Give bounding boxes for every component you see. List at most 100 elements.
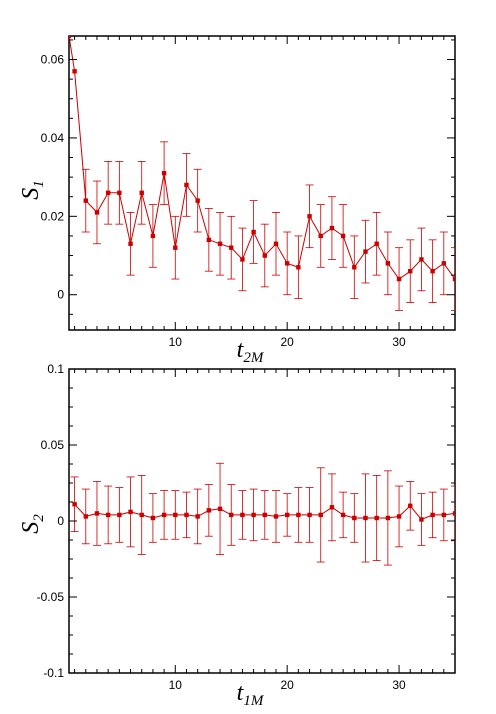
data-point: [128, 241, 133, 246]
data-point: [408, 503, 413, 508]
data-point: [307, 214, 312, 219]
data-point: [117, 512, 122, 518]
data-point: [195, 514, 200, 519]
data-point: [284, 261, 290, 266]
chart-top: 10 20 30 0 0.02 0.04 0.06 S1 t2M: [18, 35, 456, 366]
chart-top-marks: [69, 36, 455, 311]
data-point: [273, 241, 279, 246]
chart-top-ticks: 10 20 30 0 0.02 0.04 0.06: [41, 36, 456, 349]
data-point: [251, 229, 256, 235]
y-axis-title-top-sub: 1: [31, 180, 47, 188]
data-point: [329, 505, 335, 510]
data-point: [184, 512, 189, 518]
x-tick-label-bottom: 10: [169, 678, 183, 692]
data-point: [441, 512, 447, 518]
x-axis-title-top-sub: 2M: [243, 350, 265, 366]
y-axis-title-bottom-sub: 2: [31, 514, 47, 522]
y-tick-label-bottom: -0.1: [43, 666, 64, 680]
x-axis-title-bottom-sub: 1M: [243, 693, 265, 709]
y-axis-title-top: S1: [18, 180, 47, 200]
y-tick-label-bottom: 0.05: [41, 438, 65, 452]
y-tick-label-top: 0: [57, 288, 64, 302]
data-point: [318, 233, 323, 239]
data-point: [273, 514, 279, 519]
data-point: [117, 190, 122, 195]
x-axis-title-bottom-main: t: [237, 680, 245, 706]
plot-frame-top: [68, 35, 456, 331]
data-point: [161, 512, 167, 518]
chart-bottom: 10 20 30 -0.1 -0.05 0 0.05 0.1 S2 t1M: [18, 362, 456, 709]
y-tick-label-top: 0.04: [41, 131, 65, 145]
data-point: [363, 249, 368, 254]
data-point: [69, 36, 72, 39]
data-point: [94, 511, 100, 516]
data-point: [240, 512, 245, 518]
data-point: [318, 512, 323, 518]
data-point: [307, 512, 312, 518]
data-point: [229, 245, 234, 250]
x-axis-title-top: t2M: [237, 337, 265, 366]
data-point: [251, 512, 256, 518]
x-tick-label-top: 20: [280, 335, 294, 349]
data-point: [173, 512, 178, 518]
data-point: [229, 512, 234, 518]
data-point: [206, 237, 212, 243]
y-axis-title-bottom-main: S: [18, 522, 44, 534]
data-point: [340, 233, 346, 239]
x-tick-label-bottom: 20: [280, 678, 294, 692]
y-tick-label-bottom: -0.05: [37, 590, 65, 604]
y-axis-title-bottom: S2: [18, 514, 47, 534]
data-point: [173, 245, 178, 250]
data-point: [139, 190, 144, 195]
y-axis-title-top-main: S: [18, 188, 44, 200]
data-point: [452, 511, 455, 516]
data-point: [72, 69, 77, 74]
data-point: [262, 512, 267, 518]
data-point: [441, 261, 447, 266]
data-point: [240, 257, 245, 262]
series-line-top: [69, 36, 455, 280]
data-point: [396, 514, 402, 519]
data-point: [83, 198, 88, 203]
data-point: [430, 269, 435, 274]
data-point: [408, 269, 413, 274]
data-point: [150, 515, 156, 521]
data-point: [363, 515, 368, 521]
data-point: [262, 253, 267, 258]
data-point: [139, 512, 144, 518]
data-point: [374, 515, 379, 521]
data-point: [352, 515, 357, 521]
y-tick-label-bottom: 0.1: [47, 362, 64, 376]
data-point: [430, 512, 435, 518]
data-point: [161, 171, 167, 176]
data-point: [184, 182, 189, 188]
data-point: [352, 265, 357, 270]
chart-bottom-marks: [70, 462, 455, 566]
chart-bottom-ticks: 10 20 30 -0.1 -0.05 0 0.05 0.1: [37, 362, 456, 692]
x-axis-title-bottom: t1M: [237, 680, 265, 709]
data-point: [105, 512, 111, 518]
data-point: [195, 198, 200, 203]
data-point: [385, 261, 391, 266]
x-axis-title-top-main: t: [237, 337, 245, 363]
data-point: [419, 517, 424, 522]
data-point: [296, 512, 301, 518]
plot-frame-bottom: [68, 368, 456, 674]
x-tick-label-top: 10: [169, 335, 183, 349]
data-point: [329, 225, 335, 231]
x-tick-label-bottom: 30: [392, 678, 406, 692]
data-point: [72, 502, 77, 507]
data-point: [150, 233, 156, 239]
data-point: [128, 509, 133, 515]
y-tick-label-bottom: 0: [57, 514, 64, 528]
data-point: [374, 241, 379, 246]
y-tick-label-top: 0.06: [41, 53, 65, 67]
series-group-top: [69, 36, 455, 311]
data-point: [396, 276, 402, 282]
data-point: [452, 276, 455, 282]
data-point: [83, 514, 88, 519]
data-point: [217, 241, 223, 246]
x-tick-label-top: 30: [392, 335, 406, 349]
data-point: [419, 257, 424, 262]
